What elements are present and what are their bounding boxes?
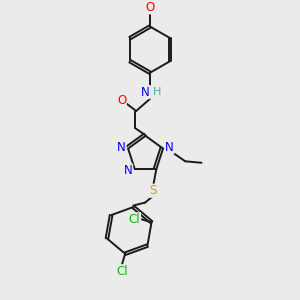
Text: N: N — [124, 164, 133, 177]
Text: N: N — [117, 141, 126, 154]
Text: H: H — [153, 87, 162, 97]
Text: S: S — [150, 184, 157, 197]
Text: N: N — [165, 141, 174, 154]
Text: Cl: Cl — [116, 265, 128, 278]
Text: N: N — [141, 85, 150, 98]
Text: O: O — [146, 1, 154, 14]
Text: Cl: Cl — [129, 213, 140, 226]
Text: O: O — [117, 94, 126, 106]
